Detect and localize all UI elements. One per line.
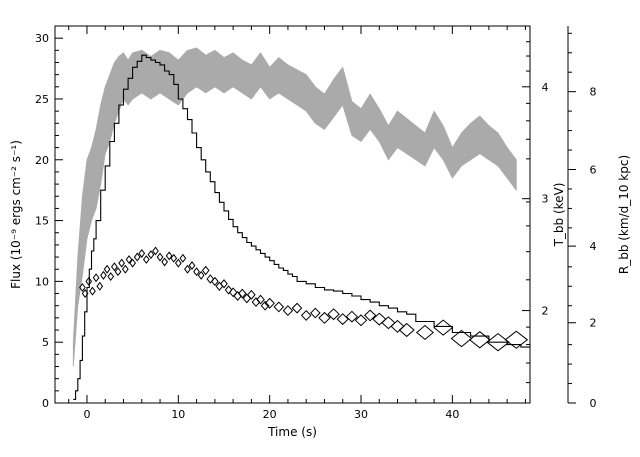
radius-diamond (161, 257, 169, 267)
radius-diamond (415, 324, 434, 341)
radius-diamond (125, 255, 133, 264)
radius-diamond (291, 302, 303, 314)
x-tick-label: 40 (445, 408, 459, 421)
r-tick-label: 2 (590, 317, 597, 330)
radius-diamond (138, 248, 146, 258)
radius-diamond (220, 279, 228, 289)
radius-diamond (504, 330, 529, 349)
radius-diamond (433, 319, 454, 336)
radius-diamond (152, 246, 159, 256)
radius-diamond (197, 270, 205, 280)
radius-diamond (114, 267, 122, 277)
r-tick-label: 4 (590, 240, 597, 253)
radius-diamond (92, 273, 100, 283)
y-tick-label: 5 (42, 336, 49, 349)
radius-diamond (85, 276, 93, 286)
flux-uncertainty-band (72, 47, 517, 367)
radius-diamond (336, 313, 349, 326)
r-tick-label: 8 (590, 86, 597, 99)
radius-diamond (107, 272, 115, 282)
radius-diamond (273, 301, 285, 313)
radius-diamond (89, 286, 96, 296)
radius-diamond (224, 285, 233, 295)
radius-diamond (193, 267, 200, 277)
radius-diamond (118, 258, 126, 268)
radius-diamond (363, 309, 377, 322)
radius-diamond (147, 250, 155, 260)
radius-diamond (100, 270, 107, 280)
t-tick-label: 4 (542, 81, 549, 94)
radius-diamond (264, 297, 275, 309)
x-tick-label: 30 (354, 408, 368, 421)
right-axis-label-temperature: T_bb (keV) (552, 183, 566, 248)
radius-diamond (133, 252, 141, 262)
radius-diamond (142, 255, 150, 264)
t-tick-label: 2 (542, 305, 549, 318)
radius-diamond (121, 264, 129, 274)
radius-diamond (156, 252, 164, 262)
x-axis-label: Time (s) (267, 425, 317, 439)
radius-diamond (110, 262, 118, 272)
t-tick-label: 3 (542, 193, 549, 206)
r-tick-label: 0 (590, 397, 597, 410)
radius-diamond (184, 264, 191, 274)
radius-diamonds-layer (79, 246, 529, 352)
radius-diamond (174, 258, 182, 268)
x-tick-label: 10 (171, 408, 185, 421)
radius-diamond (96, 281, 104, 291)
y-tick-label: 10 (35, 275, 49, 288)
radius-diamond (211, 276, 219, 287)
y-tick-label: 15 (35, 215, 49, 228)
r-tick-label: 6 (590, 164, 597, 177)
radius-diamond (79, 282, 86, 292)
radius-diamond (170, 253, 178, 263)
radius-diamond (300, 309, 312, 321)
radius-diamond (381, 316, 396, 330)
flux-band-layer (72, 47, 517, 367)
radius-diamond (247, 289, 256, 300)
y-tick-label: 30 (35, 32, 49, 45)
y-tick-label: 20 (35, 154, 49, 167)
x-tick-label: 20 (263, 408, 277, 421)
radius-diamond (129, 258, 137, 268)
y-tick-label: 0 (42, 397, 49, 410)
radius-diamond (282, 305, 294, 317)
y-tick-label: 25 (35, 93, 49, 106)
radius-diamond (310, 307, 321, 319)
radius-diamond (318, 311, 331, 324)
radius-diamond (354, 314, 368, 327)
radius-diamond (165, 251, 173, 261)
radius-diamond (398, 322, 415, 338)
flux-histogram-layer (73, 54, 530, 400)
radius-diamond (201, 265, 210, 276)
radius-diamond (390, 319, 405, 333)
right-axis-label-radius: R_bb (km/d_10 kpc) (617, 155, 631, 274)
radius-diamond (103, 264, 111, 274)
x-tick-label: 0 (83, 408, 90, 421)
radius-diamond (468, 331, 491, 349)
radius-diamond (237, 288, 247, 299)
radius-diamond (188, 261, 196, 271)
plot-frame (54, 25, 531, 404)
radius-diamond (345, 310, 359, 323)
radius-diamond (228, 287, 238, 298)
y-axis-label: Flux (10⁻⁹ ergs cm⁻² s⁻¹) (9, 140, 23, 289)
radius-diamond (327, 308, 340, 321)
radius-diamond (260, 300, 270, 311)
radius-diamond (179, 253, 187, 263)
radius-diamond (81, 289, 89, 299)
radius-diamond (256, 294, 265, 305)
flux-histogram (73, 54, 530, 400)
